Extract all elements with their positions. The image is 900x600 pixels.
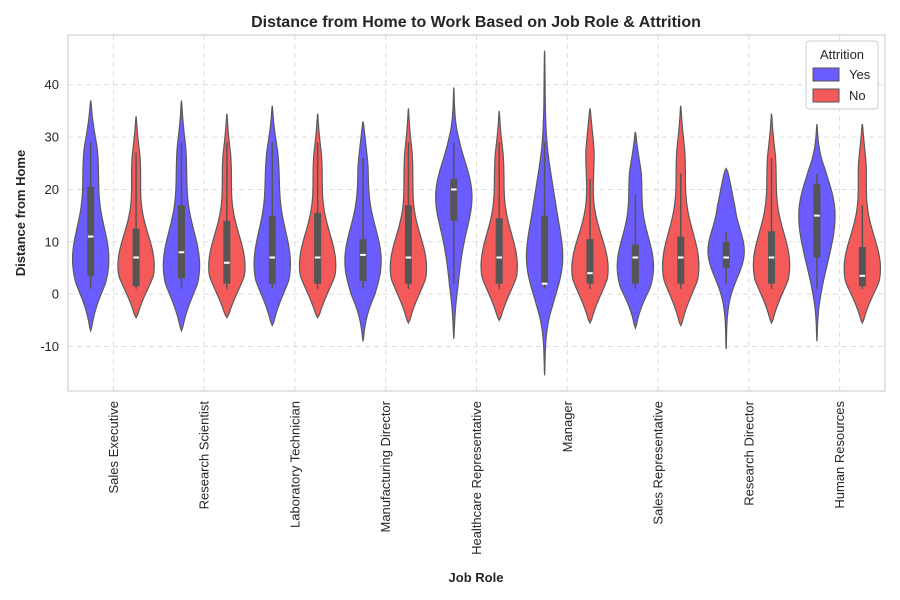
y-tick-label: 20 <box>45 182 59 197</box>
y-axis-label: Distance from Home <box>13 150 28 276</box>
violin-iqr-box-no <box>858 247 866 287</box>
violin-iqr-box-no <box>677 236 685 284</box>
x-tick-label: Manager <box>560 400 575 452</box>
x-tick-label: Research Scientist <box>197 401 212 510</box>
violin-layer <box>71 50 882 376</box>
legend-label-yes: Yes <box>849 67 871 82</box>
x-tick-label: Research Director <box>741 400 756 505</box>
y-tick-label: 10 <box>45 234 59 249</box>
x-tick-label: Healthcare Representative <box>469 401 484 555</box>
violin-iqr-box-no <box>314 213 322 284</box>
x-tick-label: Laboratory Technician <box>287 401 302 528</box>
violin-iqr-box-no <box>586 239 594 284</box>
legend-swatch-yes <box>812 67 840 82</box>
x-tick-label: Human Resources <box>832 401 847 509</box>
violin-iqr-box-no <box>223 220 231 284</box>
violin-iqr-box-yes <box>268 215 276 284</box>
legend-label-no: No <box>849 88 866 103</box>
x-tick-label: Sales Executive <box>106 401 121 494</box>
y-tick-label: 30 <box>45 130 59 145</box>
violin-iqr-box-yes <box>722 241 730 268</box>
grid-layer <box>68 35 885 391</box>
x-tick-label: Sales Representative <box>651 401 666 525</box>
axis-layer: -10 0 10 20 30 40 Sales Executive Research Scie… <box>40 77 847 555</box>
x-axis-label: Job Role <box>449 570 504 585</box>
x-tick-label: Manufacturing Director <box>378 400 393 532</box>
violin-iqr-box-no <box>495 218 503 284</box>
plot-frame <box>67 34 886 392</box>
violin-iqr-box-yes <box>631 244 639 284</box>
legend-title: Attrition <box>820 47 864 62</box>
y-tick-label: 0 <box>52 287 59 302</box>
violin-iqr-box-yes <box>359 239 367 282</box>
chart-title: Distance from Home to Work Based on Job … <box>251 14 701 31</box>
violin-iqr-box-yes <box>813 184 821 258</box>
violin-iqr-box-no <box>404 205 412 284</box>
violin-iqr-box-yes <box>177 205 185 279</box>
violin-iqr-box-yes <box>541 215 549 284</box>
legend: Attrition Yes No <box>805 40 879 110</box>
legend-swatch-no <box>812 88 840 103</box>
y-tick-label: -10 <box>40 339 59 354</box>
y-tick-label: 40 <box>45 77 59 92</box>
violin-iqr-box-yes <box>87 186 95 276</box>
violin-iqr-box-yes <box>450 178 458 221</box>
